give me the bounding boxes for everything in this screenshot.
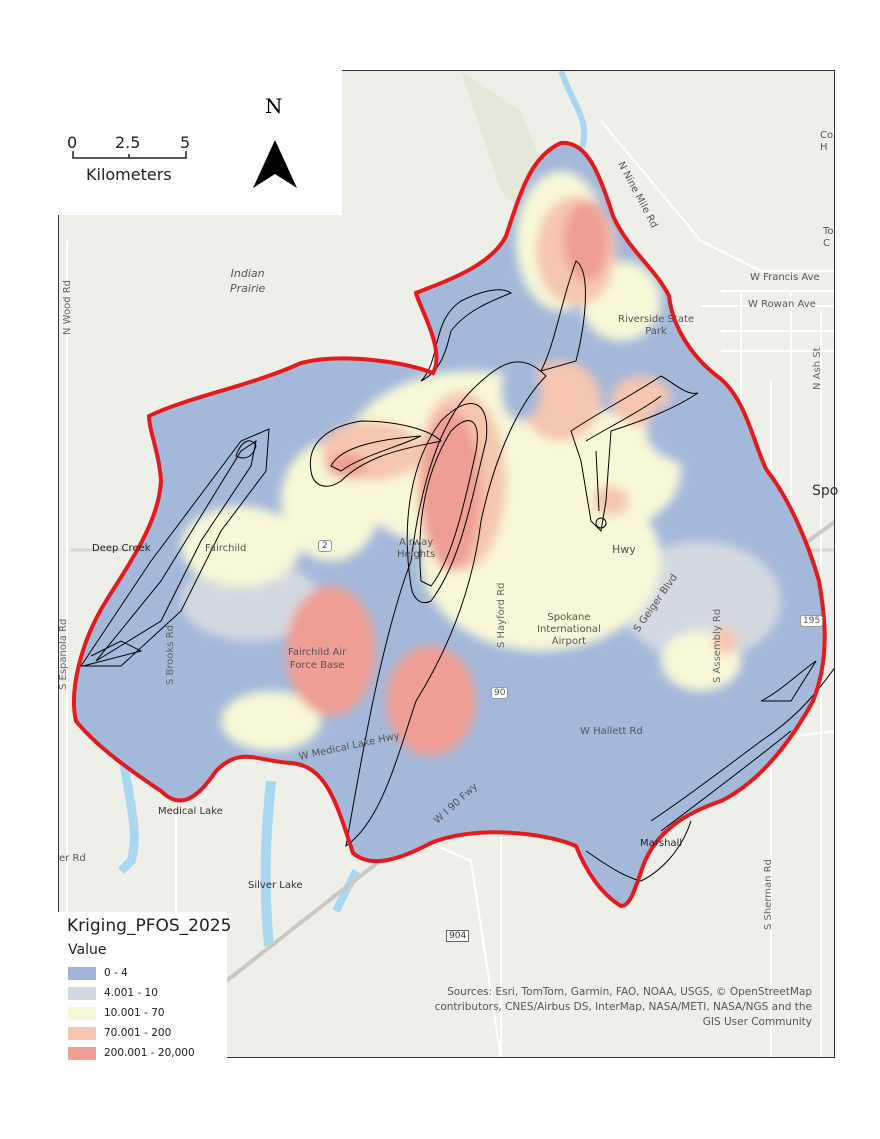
- place-co-h-partial: Co H: [820, 130, 834, 153]
- legend-label: 4.001 - 10: [104, 987, 158, 999]
- legend-title: Kriging_PFOS_2025: [67, 916, 232, 936]
- place-to-c-partial: To C: [823, 226, 834, 249]
- legend-swatch: [68, 1026, 96, 1040]
- place-silver-lake: Silver Lake: [248, 880, 303, 891]
- scale-unit: Kilometers: [86, 165, 172, 184]
- legend-label: 10.001 - 70: [104, 1007, 165, 1019]
- road-s-espanola: S Espanola Rd: [58, 618, 69, 690]
- road-s-hayford: S Hayford Rd: [496, 582, 507, 649]
- road-er-rd: er Rd: [59, 853, 86, 864]
- shield-us-195: 195: [800, 615, 824, 627]
- legend-item: 10.001 - 70: [68, 1006, 165, 1020]
- scale-tick-0: 0: [67, 133, 78, 152]
- place-fairchild: Fairchild: [205, 543, 247, 554]
- legend-item: 70.001 - 200: [68, 1026, 171, 1040]
- legend-swatch: [68, 1006, 96, 1020]
- legend-item: 200.001 - 20,000: [68, 1046, 195, 1060]
- road-s-sherman: S Sherman Rd: [763, 859, 774, 930]
- legend-swatch: [68, 1046, 96, 1060]
- road-s-brooks: S Brooks Rd: [165, 625, 176, 685]
- place-riverside-state-park: Riverside State Park: [618, 314, 695, 337]
- legend-swatch: [68, 986, 96, 1000]
- legend-swatch: [68, 966, 96, 980]
- legend-label: 200.001 - 20,000: [104, 1047, 195, 1059]
- shield-i-90: 90: [491, 687, 509, 699]
- place-spokane-partial: Spo: [812, 483, 839, 499]
- north-arrow-icon: [253, 140, 297, 188]
- place-deep-creek: Deep Creek: [92, 543, 151, 554]
- shield-904: 904: [446, 930, 470, 942]
- legend: Kriging_PFOS_2025 Value 0 - 4 4.001 - 10…: [58, 912, 231, 1060]
- study-area-boundary: [72, 140, 827, 909]
- contour-lines: [80, 260, 834, 882]
- scale-tick-5: 5: [180, 133, 191, 152]
- road-w-hallett: W Hallett Rd: [580, 726, 643, 737]
- north-label: N: [265, 94, 283, 118]
- place-fairchild-afb: Fairchild Air Force Base: [288, 647, 347, 671]
- place-indian-prairie: Indian Prairie: [230, 267, 266, 295]
- place-medical-lake: Medical Lake: [158, 806, 223, 817]
- basemap: [59, 71, 834, 1057]
- scale-bar-panel: 0 2.5 5 Kilometers N: [58, 70, 342, 215]
- legend-label: 0 - 4: [104, 967, 128, 979]
- scale-bar: [72, 140, 297, 188]
- road-n-ash: N Ash St: [812, 347, 823, 391]
- legend-label: 70.001 - 200: [104, 1027, 172, 1039]
- map-frame[interactable]: [58, 70, 835, 1058]
- road-n-wood: N Wood Rd: [62, 279, 73, 335]
- road-s-assembly: S Assembly Rd: [712, 608, 723, 683]
- shield-us-2: 2: [318, 540, 332, 552]
- road-w-francis: W Francis Ave: [750, 272, 820, 283]
- legend-item: 4.001 - 10: [68, 986, 158, 1000]
- place-marshall: Marshall: [640, 838, 683, 849]
- scale-tick-2-5: 2.5: [115, 133, 141, 152]
- attribution-text: Sources: Esri, TomTom, Garmin, FAO, NOAA…: [434, 986, 812, 1028]
- legend-item: 0 - 4: [68, 966, 128, 980]
- road-w-rowan: W Rowan Ave: [748, 299, 816, 310]
- legend-field: Value: [68, 942, 107, 958]
- place-airway-heights: Airway Heights: [397, 537, 436, 560]
- place-spokane-airport: Spokane International Airport: [537, 612, 601, 647]
- road-hwy: Hwy: [612, 543, 636, 556]
